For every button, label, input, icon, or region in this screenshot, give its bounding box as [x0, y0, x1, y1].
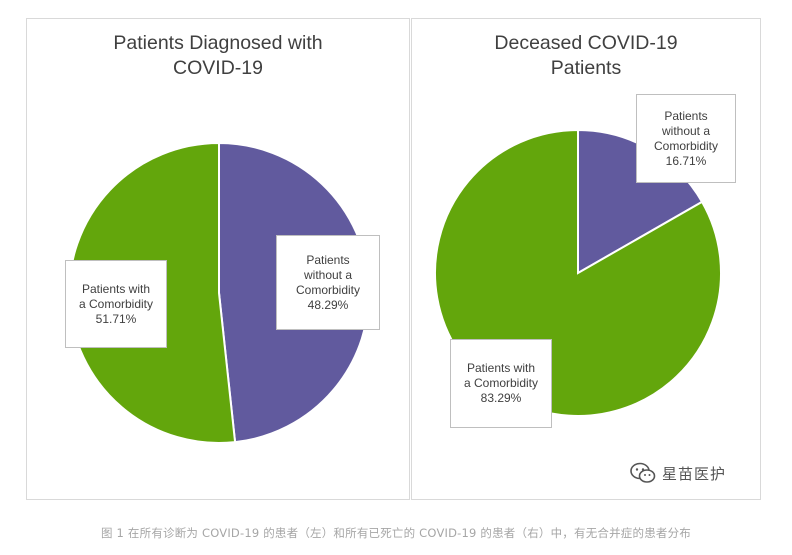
figure-caption: 图 1 在所有诊断为 COVID-19 的患者（左）和所有已死亡的 COVID-… [101, 526, 691, 540]
callout-label-line: Comorbidity [653, 138, 719, 153]
chart-title: Patients Diagnosed with COVID-19 [27, 31, 409, 81]
data-label: 83.29% [480, 391, 522, 405]
callout-label-line: Patients [664, 108, 708, 123]
chart-title-line-2: COVID-19 [173, 57, 263, 79]
pie-svg-deceased [434, 128, 722, 417]
callout-label-line: a Comorbidity [463, 376, 539, 390]
watermark-text: 星苗医护 [662, 464, 727, 483]
callout-label-line: Patients [306, 252, 350, 267]
callout-without-comorbidity: Patients without a Comorbidity 48.29% [276, 235, 380, 330]
callout-label-line: Patients with [466, 361, 536, 375]
data-label: 16.71% [665, 153, 707, 168]
data-label: 51.71% [95, 311, 137, 326]
wechat-icon [630, 462, 656, 483]
chart-title-line-2: Patients [550, 57, 622, 79]
watermark: 星苗医护 [630, 458, 758, 488]
callout-with-comorbidity: Patients with a Comorbidity 83.29% [450, 339, 552, 428]
chart-panel-deceased: Deceased COVID-19 Patients Patients with… [411, 18, 761, 500]
callout-label-line: Comorbidity [295, 282, 361, 297]
chart-panel-diagnosed: Patients Diagnosed with COVID-19 Patient… [26, 18, 410, 500]
callout-label-line: Patients with [81, 281, 151, 296]
callout-with-comorbidity: Patients with a Comorbidity 51.71% [65, 260, 167, 348]
callout-without-comorbidity: Patients without a Comorbidity 16.71% [636, 94, 736, 183]
data-label: 48.29% [307, 297, 349, 312]
chart-title-line-1: Deceased COVID-19 [494, 32, 678, 54]
callout-label-line: a Comorbidity [78, 296, 154, 311]
callout-label-line: without a [661, 123, 711, 138]
chart-title-line-1: Patients Diagnosed with [113, 32, 323, 54]
callout-label-line: without a [303, 267, 353, 282]
chart-title: Deceased COVID-19 Patients [412, 31, 760, 81]
